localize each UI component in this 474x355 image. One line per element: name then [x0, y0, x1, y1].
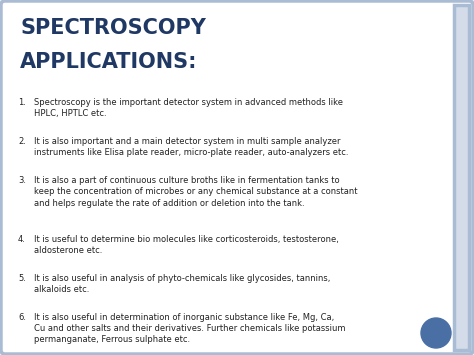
Text: 3.: 3. [18, 176, 26, 185]
Text: 2.: 2. [18, 137, 26, 146]
Text: 1.: 1. [18, 98, 26, 107]
Text: APPLICATIONS:: APPLICATIONS: [20, 52, 198, 72]
Text: 4.: 4. [18, 235, 26, 244]
Text: It is also useful in determination of inorganic substance like Fe, Mg, Ca,
Cu an: It is also useful in determination of in… [34, 312, 346, 344]
Text: 6.: 6. [18, 312, 26, 322]
Text: It is also useful in analysis of phyto-chemicals like glycosides, tannins,
alkal: It is also useful in analysis of phyto-c… [34, 273, 330, 294]
Text: SPECTROSCOPY: SPECTROSCOPY [20, 18, 206, 38]
Text: It is also important and a main detector system in multi sample analyzer
instrum: It is also important and a main detector… [34, 137, 348, 158]
Text: 5.: 5. [18, 273, 26, 283]
Bar [454, 5, 469, 350]
Text: Spectroscopy is the important detector system in advanced methods like
HPLC, HPT: Spectroscopy is the important detector s… [34, 98, 343, 119]
Text: It is also a part of continuous culture broths like in fermentation tanks to
kee: It is also a part of continuous culture … [34, 176, 357, 208]
Circle shape [421, 318, 451, 348]
Bar [456, 5, 469, 350]
Text: It is useful to determine bio molecules like corticosteroids, testosterone,
aldo: It is useful to determine bio molecules … [34, 235, 339, 255]
